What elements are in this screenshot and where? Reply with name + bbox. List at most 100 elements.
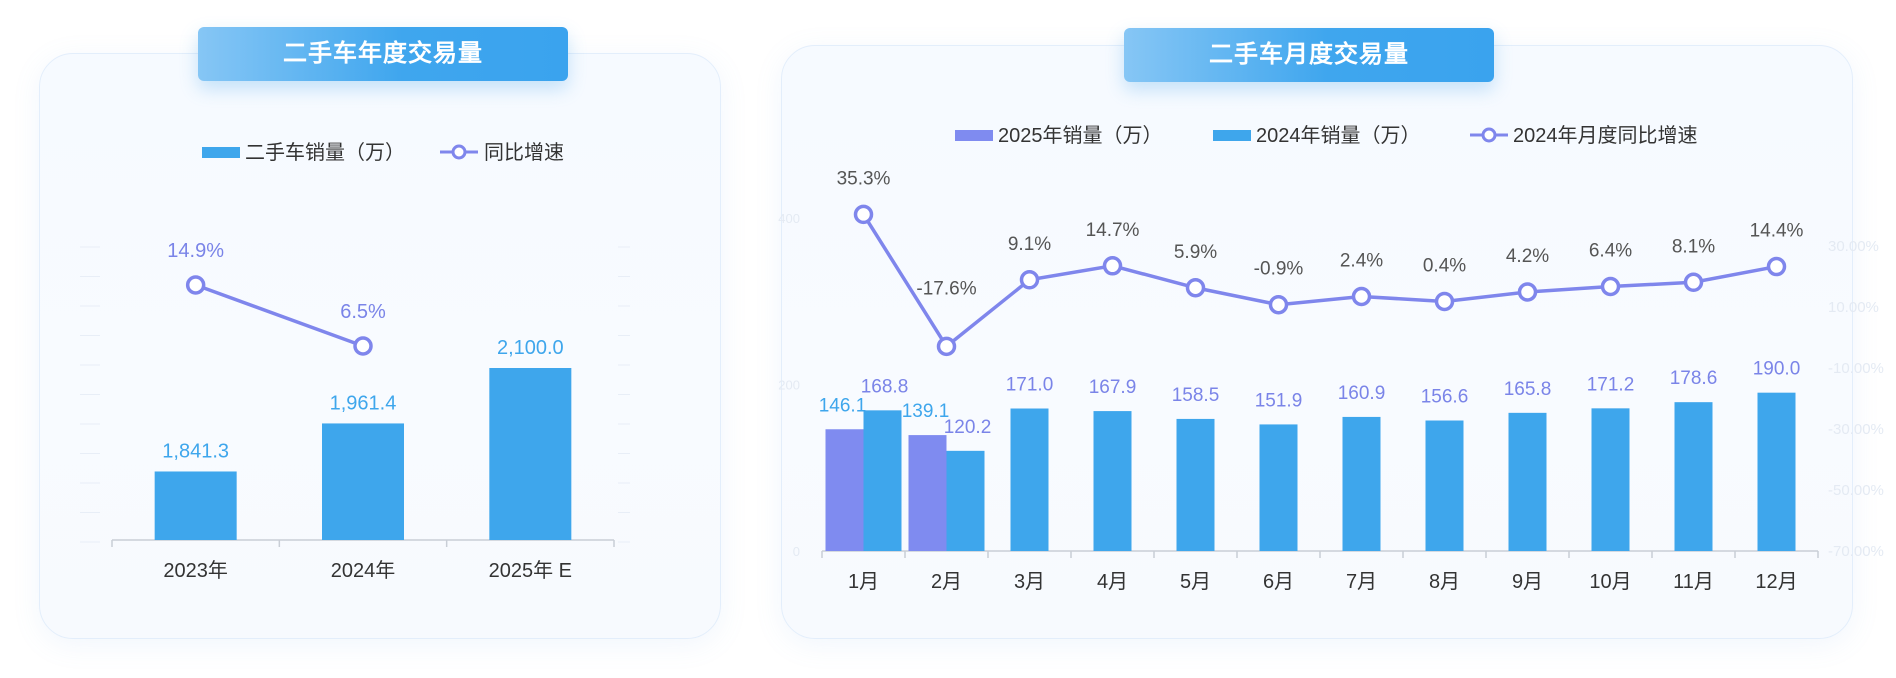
x-tick-label: 7月: [1346, 571, 1377, 593]
monthly-chart-title: 二手车月度交易量: [1124, 28, 1494, 82]
growth-point: [1683, 272, 1704, 293]
bar-2024: [1591, 408, 1630, 551]
bar-value-label: 2,100.0: [497, 337, 564, 359]
bar-2024-value-label: 167.9: [1089, 377, 1137, 398]
bar: [489, 368, 572, 540]
x-tick-label: 10月: [1589, 571, 1631, 593]
x-tick-label: 3月: [1014, 571, 1045, 593]
growth-value-label: 14.7%: [1086, 220, 1140, 241]
bar-2024-value-label: 120.2: [944, 417, 992, 438]
growth-point: [1517, 282, 1538, 302]
growth-point: [1600, 276, 1621, 297]
annual-chart: 1,841.3 2023年 1,961.4 2024年 2,100.0 2025年 E 14…: [80, 141, 630, 582]
bar-2024: [1259, 424, 1298, 551]
bar-2024: [1757, 392, 1796, 551]
bar-2024-value-label: 171.0: [1006, 375, 1054, 396]
bar-2024-value-label: 168.8: [861, 376, 909, 397]
bar-2024: [863, 410, 902, 551]
bar-2024-value-label: 165.8: [1504, 379, 1552, 400]
growth-point: [1434, 291, 1455, 312]
x-tick-label: 6月: [1263, 571, 1294, 593]
x-tick-label: 2025年 E: [489, 559, 572, 582]
bar-2025: [825, 429, 864, 551]
x-tick-label: 2月: [931, 571, 962, 593]
growth-value-label: -17.6%: [916, 278, 976, 299]
x-tick-label: 5月: [1180, 571, 1211, 593]
growth-value-label: 8.1%: [1672, 236, 1715, 257]
x-tick-label: 2024年: [331, 559, 396, 582]
y-right-tick-label: -10.00%: [1828, 360, 1884, 377]
legend-swatch-growth-marker: [1481, 127, 1497, 143]
bar-2025-value-label: 139.1: [902, 401, 950, 422]
growth-value-label: -0.9%: [1254, 259, 1304, 280]
y-left-tick-label: 200: [778, 378, 800, 393]
x-tick-label: 8月: [1429, 571, 1460, 593]
bar-2024: [1093, 411, 1132, 551]
growth-point: [1019, 270, 1040, 290]
legend-label-growth: 同比增速: [484, 141, 564, 164]
bar-2024-value-label: 160.9: [1338, 383, 1386, 404]
growth-value-label: 4.2%: [1506, 246, 1549, 267]
legend-label-sales: 二手车销量（万）: [245, 141, 405, 164]
bar-2024: [1508, 412, 1547, 551]
growth-value-label: 6.5%: [340, 301, 386, 323]
growth-value-label: 2.4%: [1340, 250, 1383, 271]
growth-value-label: 14.9%: [167, 240, 224, 262]
legend-swatch-2025: [955, 130, 993, 141]
bar-2024-value-label: 178.6: [1670, 368, 1718, 389]
x-tick-label: 1月: [848, 571, 879, 593]
x-tick-label: 4月: [1097, 571, 1128, 593]
growth-value-label: 9.1%: [1008, 234, 1051, 255]
legend-swatch-growth-marker: [451, 144, 467, 160]
monthly-chart: 0 200 400 30.00% 10.00% -10.00% -30.00% -50.00%…: [778, 124, 1884, 593]
bar-2024: [1674, 402, 1713, 551]
bar-value-label: 1,961.4: [330, 392, 397, 414]
growth-line: [195, 283, 364, 348]
growth-value-label: 35.3%: [837, 168, 891, 189]
bar-2024: [1010, 408, 1049, 551]
x-tick-label: 11月: [1673, 571, 1714, 593]
bar-2024-value-label: 156.6: [1421, 387, 1469, 408]
bar-value-label: 1,841.3: [162, 440, 229, 462]
growth-point: [1268, 294, 1289, 315]
y-right-tick-label: -50.00%: [1828, 482, 1884, 499]
growth-line: [862, 213, 1777, 349]
bar-2025: [908, 435, 947, 551]
growth-point: [936, 336, 957, 357]
growth-point: [185, 275, 206, 295]
y-right-tick-label: 30.00%: [1828, 238, 1879, 255]
legend-label-growth: 2024年月度同比增速: [1513, 124, 1698, 147]
growth-point: [1351, 286, 1372, 307]
x-tick-label: 9月: [1512, 571, 1543, 593]
growth-point: [853, 204, 874, 225]
growth-point: [1102, 256, 1123, 276]
y-right-tick-label: -30.00%: [1828, 421, 1884, 438]
bar-2024: [946, 450, 985, 551]
growth-point: [353, 336, 373, 356]
growth-value-label: 5.9%: [1174, 242, 1217, 263]
y-left-tick-label: 0: [793, 544, 800, 559]
annual-chart-title: 二手车年度交易量: [198, 27, 568, 81]
growth-point: [1766, 256, 1787, 277]
x-tick-label: 12月: [1755, 571, 1797, 593]
y-right-tick-label: 10.00%: [1828, 299, 1879, 316]
bar-2024: [1425, 420, 1464, 551]
bar-2024-value-label: 151.9: [1255, 390, 1303, 411]
growth-value-label: 14.4%: [1750, 221, 1804, 242]
y-right-tick-label: -70.00%: [1828, 543, 1884, 560]
legend-label-2025: 2025年销量（万）: [998, 124, 1163, 147]
bar-2024-value-label: 190.0: [1753, 359, 1801, 380]
bar-2024-value-label: 171.2: [1587, 374, 1635, 395]
annual-chart-panel: [39, 53, 721, 639]
bar-2024-value-label: 158.5: [1172, 385, 1220, 406]
growth-value-label: 6.4%: [1589, 241, 1632, 262]
legend-label-2024: 2024年销量（万）: [1256, 124, 1421, 147]
y-left-tick-label: 400: [778, 211, 800, 226]
bar-2025-value-label: 146.1: [819, 395, 867, 416]
bar: [154, 471, 237, 540]
x-tick-label: 2023年: [163, 559, 228, 582]
bar: [322, 423, 404, 540]
legend-swatch-sales: [202, 147, 240, 158]
bar-2024: [1342, 416, 1381, 551]
legend-swatch-2024: [1213, 130, 1251, 141]
